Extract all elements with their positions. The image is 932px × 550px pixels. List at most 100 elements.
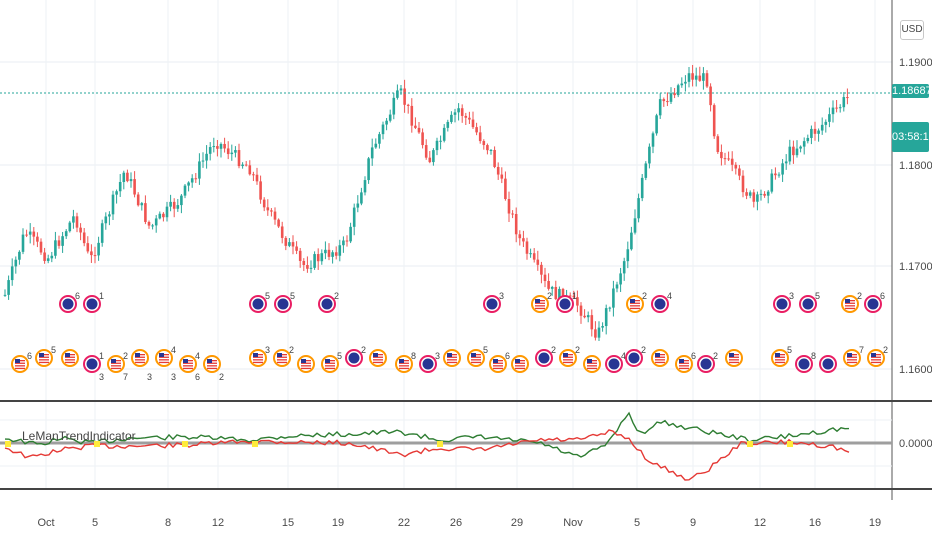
candle-body <box>230 152 234 155</box>
us-event-flag[interactable]: 2 <box>559 345 580 367</box>
candle-body <box>68 222 72 232</box>
event-count: 3 <box>435 351 440 361</box>
eu-event-flag[interactable]: 5 <box>249 291 270 313</box>
candle-body <box>151 225 154 227</box>
candle-body <box>522 238 525 242</box>
eu-event-flag[interactable]: 4 <box>605 351 626 373</box>
eu-event-flag[interactable]: 2 <box>535 345 556 367</box>
us-event-flag[interactable] <box>131 349 149 367</box>
us-event-flag[interactable]: 7 <box>843 345 864 367</box>
candle-body <box>723 158 727 160</box>
candle-body <box>140 203 144 206</box>
price-grid <box>0 0 892 489</box>
candle-body <box>234 150 237 153</box>
candle-body <box>806 137 810 142</box>
us-event-flag[interactable] <box>583 355 601 373</box>
currency-button[interactable]: USD <box>900 20 924 40</box>
us-event-flag[interactable]: 6 <box>11 351 32 373</box>
candle-body <box>190 178 194 183</box>
candle-body <box>691 73 694 80</box>
indicator-title[interactable]: LeManTrendIndicator <box>22 429 136 443</box>
signal-marker <box>787 441 793 447</box>
us-event-flag[interactable]: 2 <box>273 345 294 367</box>
eu-event-flag[interactable]: 2 <box>318 291 339 313</box>
candle-body <box>673 93 676 96</box>
us-event-flag[interactable]: 5 <box>467 345 488 367</box>
candle-body <box>784 161 788 164</box>
candle-body <box>165 206 169 218</box>
us-event-flag[interactable]: 2 <box>531 291 552 313</box>
candle-body <box>669 93 673 102</box>
candle-body <box>320 253 324 262</box>
event-count: 2 <box>361 345 366 355</box>
candle-body <box>57 240 61 246</box>
eu-event-flag[interactable]: 5 <box>274 291 295 313</box>
eu-event-flag[interactable]: 2 <box>345 345 366 367</box>
us-event-flag[interactable]: 3 <box>249 345 270 367</box>
us-event-flag[interactable]: 4 <box>155 345 176 367</box>
us-event-flag[interactable]: 5 <box>35 345 56 367</box>
candle-body <box>612 288 615 308</box>
event-count: 2 <box>575 345 580 355</box>
candle-body <box>716 136 720 152</box>
economic-event-markers[interactable]: 6 1 5 5 2 3 2 1 2 4 3 5 2 6 6 5 1 2 4 4 3 2 5 2 8 3 5 6 2 2 4 2 6 2 5 8 7 2 3 7… <box>11 291 888 382</box>
eu-event-flag[interactable]: 6 <box>864 291 885 313</box>
time-tick: 12 <box>754 517 766 529</box>
event-count: 1 <box>99 291 104 301</box>
us-event-flag[interactable] <box>203 355 221 373</box>
us-event-flag[interactable] <box>369 349 387 367</box>
us-event-flag[interactable] <box>297 355 315 373</box>
us-event-flag[interactable]: 2 <box>107 351 128 373</box>
candle-body <box>547 281 550 289</box>
candle-body <box>554 286 558 300</box>
candle-body <box>446 121 450 128</box>
us-event-flag[interactable]: 8 <box>395 351 416 373</box>
candle-body <box>237 150 241 167</box>
candle-body <box>558 288 561 300</box>
eu-event-flag[interactable]: 3 <box>483 291 504 313</box>
candlestick-series <box>3 64 849 342</box>
us-event-flag[interactable] <box>651 349 669 367</box>
eu-event-flag[interactable]: 3 <box>773 291 794 313</box>
us-event-flag[interactable]: 4 <box>179 351 200 373</box>
us-event-flag[interactable]: 2 <box>841 291 862 313</box>
candle-body <box>720 151 723 159</box>
candle-body <box>266 207 270 211</box>
event-count: 8 <box>411 351 416 361</box>
eu-event-flag[interactable]: 5 <box>799 291 820 313</box>
candle-body <box>543 274 547 282</box>
candle-body <box>752 192 756 202</box>
us-event-flag[interactable] <box>443 349 461 367</box>
candle-body <box>259 181 262 200</box>
us-event-flag[interactable] <box>61 349 79 367</box>
us-event-flag[interactable] <box>725 349 743 367</box>
eu-event-flag[interactable]: 6 <box>59 291 80 313</box>
us-event-flag[interactable]: 5 <box>771 345 792 367</box>
event-count: 2 <box>641 345 646 355</box>
eu-event-flag[interactable]: 4 <box>651 291 672 313</box>
eu-event-flag[interactable]: 2 <box>625 345 646 367</box>
eu-event-flag[interactable]: 8 <box>795 351 816 373</box>
time-axis[interactable]: Oct 5 8 12 15 19 22 26 29 Nov 5 9 12 16 19 <box>37 517 881 529</box>
us-event-flag[interactable]: 5 <box>321 351 342 373</box>
eu-event-flag[interactable] <box>819 355 837 373</box>
us-event-flag[interactable] <box>511 355 529 373</box>
us-event-flag[interactable]: 2 <box>867 345 888 367</box>
eu-event-flag[interactable]: 3 <box>419 351 440 373</box>
candle-body <box>770 173 774 192</box>
eu-event-flag[interactable]: 2 <box>697 351 718 373</box>
eu-event-flag[interactable]: 1 <box>83 351 104 373</box>
candle-body <box>604 308 608 327</box>
candle-body <box>788 146 792 162</box>
eu-event-flag[interactable]: 1 <box>83 291 104 313</box>
candle-body <box>126 172 129 182</box>
event-count: 5 <box>265 291 270 301</box>
us-event-flag[interactable]: 6 <box>489 351 510 373</box>
us-event-flag[interactable]: 2 <box>626 291 647 313</box>
eu-event-flag[interactable]: 1 <box>556 291 577 313</box>
candle-body <box>194 178 198 180</box>
candle-body <box>28 231 32 235</box>
us-event-flag[interactable]: 6 <box>675 351 696 373</box>
